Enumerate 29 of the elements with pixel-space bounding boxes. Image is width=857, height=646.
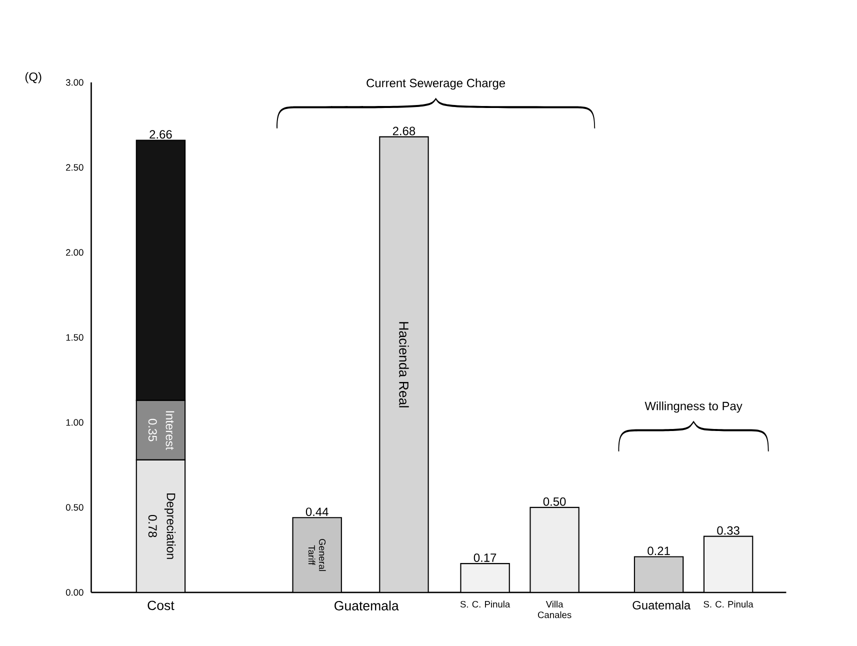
total-label: 0.33 bbox=[717, 526, 740, 535]
y-tick-label: 0.50 bbox=[66, 504, 84, 511]
y-tick-label: 0.00 bbox=[66, 589, 84, 596]
total-label: 2.66 bbox=[150, 130, 172, 139]
total-label: 0.17 bbox=[474, 553, 496, 562]
x-tick-label: Villa Canales bbox=[538, 600, 572, 618]
annotation: Current Sewerage Charge bbox=[366, 78, 506, 90]
x-tick-label: S. C. Pinula bbox=[460, 600, 510, 608]
y-tick-label: 1.00 bbox=[66, 419, 84, 426]
x-tick-label: Guatemala bbox=[632, 600, 691, 610]
x-tick-label: S. C. Pinula bbox=[704, 600, 754, 608]
series-label: Interest bbox=[166, 411, 174, 450]
series-label: Depreciation bbox=[164, 494, 176, 559]
total-label: 2.68 bbox=[392, 126, 416, 136]
data-label: 0.35 bbox=[148, 418, 157, 442]
y-tick-label: 2.50 bbox=[66, 164, 84, 171]
y-tick-label: 1.50 bbox=[66, 334, 84, 341]
total-label: 0.21 bbox=[648, 546, 670, 556]
data-label: 0.78 bbox=[148, 514, 157, 538]
y-tick-label: 3.00 bbox=[66, 79, 84, 86]
y-axis-title: (Q) bbox=[25, 72, 42, 84]
total-label: 0.50 bbox=[543, 497, 566, 506]
annotation: Hacienda Real bbox=[399, 322, 409, 408]
x-tick-label: Guatemala bbox=[334, 600, 399, 610]
annotation: Willingness to Pay bbox=[644, 401, 742, 413]
x-tick-label: Cost bbox=[148, 600, 174, 610]
annotation: General Tariff bbox=[308, 538, 326, 571]
total-label: 0.44 bbox=[306, 508, 328, 516]
y-tick-label: 2.00 bbox=[66, 249, 84, 256]
